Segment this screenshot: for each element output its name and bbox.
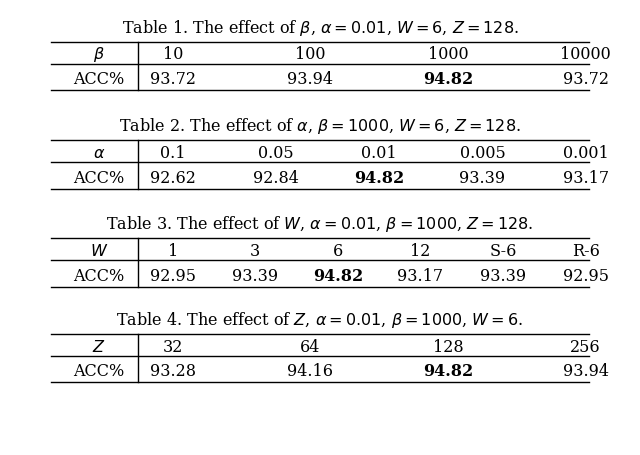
Text: 128: 128 bbox=[433, 338, 463, 355]
Text: $\alpha$: $\alpha$ bbox=[93, 144, 106, 162]
Text: 0.01: 0.01 bbox=[362, 144, 397, 162]
Text: Table 1. The effect of $\beta$, $\alpha = 0.01$, $W = 6$, $Z = 128$.: Table 1. The effect of $\beta$, $\alpha … bbox=[122, 18, 518, 38]
Text: 12: 12 bbox=[410, 242, 431, 259]
Text: 93.39: 93.39 bbox=[460, 169, 506, 187]
Text: 100: 100 bbox=[295, 46, 326, 63]
Text: ACC%: ACC% bbox=[74, 169, 125, 187]
Text: 93.39: 93.39 bbox=[480, 267, 526, 284]
Text: 92.95: 92.95 bbox=[563, 267, 609, 284]
Text: Table 3. The effect of $W$, $\alpha = 0.01$, $\beta = 1000$, $Z = 128$.: Table 3. The effect of $W$, $\alpha = 0.… bbox=[106, 214, 534, 234]
Text: 94.82: 94.82 bbox=[354, 169, 404, 187]
Text: S-6: S-6 bbox=[490, 242, 516, 259]
Text: 6: 6 bbox=[333, 242, 343, 259]
Text: 94.82: 94.82 bbox=[313, 267, 363, 284]
Text: 93.72: 93.72 bbox=[563, 71, 609, 88]
Text: 94.82: 94.82 bbox=[423, 362, 473, 379]
Text: 94.16: 94.16 bbox=[287, 362, 333, 379]
Text: ACC%: ACC% bbox=[74, 71, 125, 88]
Text: ACC%: ACC% bbox=[74, 267, 125, 284]
Text: 0.001: 0.001 bbox=[563, 144, 609, 162]
Text: 3: 3 bbox=[250, 242, 260, 259]
Text: 93.28: 93.28 bbox=[150, 362, 196, 379]
Text: Table 2. The effect of $\alpha$, $\beta = 1000$, $W = 6$, $Z = 128$.: Table 2. The effect of $\alpha$, $\beta … bbox=[119, 116, 521, 136]
Text: 93.94: 93.94 bbox=[563, 362, 609, 379]
Text: 1000: 1000 bbox=[428, 46, 468, 63]
Text: 0.1: 0.1 bbox=[160, 144, 186, 162]
Text: Table 4. The effect of $Z$, $\alpha = 0.01$, $\beta = 1000$, $W = 6$.: Table 4. The effect of $Z$, $\alpha = 0.… bbox=[116, 309, 524, 329]
Text: 92.84: 92.84 bbox=[253, 169, 299, 187]
Text: 256: 256 bbox=[570, 338, 601, 355]
Text: ACC%: ACC% bbox=[74, 362, 125, 379]
Text: $\beta$: $\beta$ bbox=[93, 45, 105, 64]
Text: R-6: R-6 bbox=[572, 242, 600, 259]
Text: 93.94: 93.94 bbox=[287, 71, 333, 88]
Text: $W$: $W$ bbox=[90, 242, 108, 259]
Text: 1: 1 bbox=[168, 242, 178, 259]
Text: 92.62: 92.62 bbox=[150, 169, 196, 187]
Text: 92.95: 92.95 bbox=[150, 267, 196, 284]
Text: 0.05: 0.05 bbox=[258, 144, 294, 162]
Text: 0.005: 0.005 bbox=[460, 144, 505, 162]
Text: 93.39: 93.39 bbox=[232, 267, 278, 284]
Text: $Z$: $Z$ bbox=[92, 338, 106, 355]
Text: 10000: 10000 bbox=[560, 46, 611, 63]
Text: 10: 10 bbox=[163, 46, 183, 63]
Text: 94.82: 94.82 bbox=[423, 71, 473, 88]
Text: 32: 32 bbox=[163, 338, 183, 355]
Text: 93.72: 93.72 bbox=[150, 71, 196, 88]
Text: 93.17: 93.17 bbox=[397, 267, 444, 284]
Text: 64: 64 bbox=[300, 338, 321, 355]
Text: 93.17: 93.17 bbox=[563, 169, 609, 187]
